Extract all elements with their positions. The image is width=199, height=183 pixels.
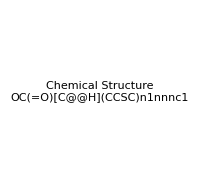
Text: Chemical Structure
OC(=O)[C@@H](CCSC)n1nnnc1: Chemical Structure OC(=O)[C@@H](CCSC)n1n…	[10, 81, 189, 102]
